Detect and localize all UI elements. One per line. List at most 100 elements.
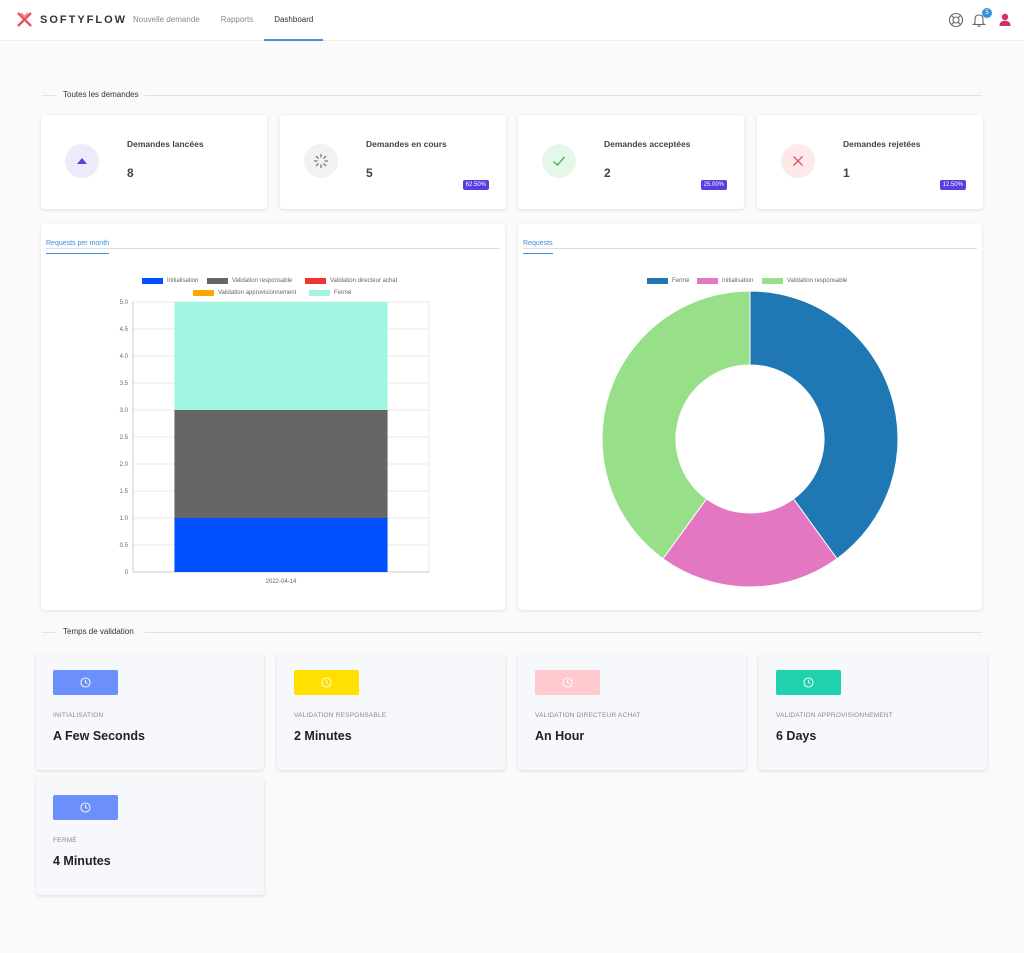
y-tick-label: 0.5 [120, 543, 129, 549]
requests-section-header: Toutes les demandes [42, 89, 982, 101]
percentage-badge: 62.50% [462, 180, 489, 190]
donut-slice[interactable] [662, 498, 838, 588]
legend-swatch [762, 278, 783, 284]
y-tick-label: 2.0 [120, 462, 129, 468]
validation-label: VALIDATION DIRECTEUR ACHAT [535, 712, 641, 719]
stat-value: 5 [366, 166, 373, 180]
y-tick-label: 3.5 [120, 381, 129, 387]
y-tick-label: 5.0 [120, 300, 129, 306]
validation-duration: 4 Minutes [53, 854, 111, 868]
legend-swatch [142, 278, 163, 284]
validation-chip [776, 670, 841, 695]
legend-label: Validation responsable [787, 278, 848, 284]
stat-label: Demandes acceptées [604, 139, 691, 149]
notification-badge: 5 [982, 8, 992, 18]
legend-swatch [647, 278, 668, 284]
donut-slice[interactable] [749, 290, 899, 560]
tab-requests-per-month[interactable]: Requests per month [46, 237, 110, 254]
legend-item[interactable]: Validation responsable [762, 278, 847, 284]
validation-duration: 6 Days [776, 729, 817, 743]
y-tick-label: 4.0 [120, 354, 129, 360]
validation-chip [53, 670, 118, 695]
bar-chart: 5.0 4.5 4.0 3.5 3.0 2.5 2.0 1.5 1.0 0.5 0 2022-04-1… [120, 300, 430, 585]
legend-swatch [193, 290, 214, 296]
clock-icon [803, 677, 814, 688]
clock-icon [80, 802, 91, 813]
stat-label: Demandes en cours [366, 139, 447, 149]
validation-chip [53, 795, 118, 820]
support-icon[interactable] [948, 12, 964, 28]
tab-requests[interactable]: Requests [523, 237, 553, 254]
panel-tabs: Requests per month [46, 232, 500, 254]
y-tick-label: 0 [125, 570, 129, 576]
legend-item[interactable]: Initialisation [697, 278, 753, 284]
validation-chip [294, 670, 359, 695]
validation-duration: A Few Seconds [53, 729, 145, 743]
brand-name: SOFTYFLOW [40, 13, 128, 26]
stat-value: 8 [127, 166, 134, 180]
user-icon[interactable] [997, 12, 1013, 28]
bell-icon[interactable] [971, 12, 987, 28]
legend-label: Initialisation [722, 278, 754, 284]
stat-icon-wrap [542, 144, 576, 178]
clock-icon [80, 677, 91, 688]
stat-card-in-progress: Demandes en cours 5 62.50% [280, 115, 506, 209]
validation-duration: 2 Minutes [294, 729, 352, 743]
y-tick-label: 4.5 [120, 327, 129, 333]
validation-card-responsable: VALIDATION RESPONSABLE 2 Minutes [277, 653, 505, 770]
validation-duration: An Hour [535, 729, 585, 743]
stat-value: 1 [843, 166, 850, 180]
validation-label: VALIDATION APPROVISIONNEMENT [776, 712, 893, 719]
legend-item[interactable]: Fermé [309, 290, 351, 296]
y-tick-label: 1.0 [120, 516, 129, 522]
legend-item[interactable]: Initialisation [142, 278, 198, 284]
pie-chart-panel: Requests Fermé Initialisation Validation… [518, 224, 982, 610]
stat-icon-wrap [65, 144, 99, 178]
bar-segment[interactable] [174, 410, 388, 518]
donut-chart [601, 290, 899, 588]
legend-label: Validation responsable [232, 278, 293, 284]
nav-nouvelle-demande[interactable]: Nouvelle demande [133, 15, 200, 24]
stat-card-accepted: Demandes acceptées 2 25.00% [518, 115, 744, 209]
nav-dashboard[interactable]: Dashboard [264, 0, 324, 41]
legend-label: Initialisation [167, 278, 199, 284]
legend-item[interactable]: Validation directeur achat [305, 278, 397, 284]
validation-card-directeur-achat: VALIDATION DIRECTEUR ACHAT An Hour [518, 653, 746, 770]
y-tick-label: 3.0 [120, 408, 129, 414]
cross-icon [793, 156, 803, 166]
stat-icon-wrap [781, 144, 815, 178]
clock-icon [321, 677, 332, 688]
validation-label: VALIDATION RESPONSABLE [294, 712, 387, 719]
legend-item[interactable]: Validation responsable [207, 278, 292, 284]
validation-label: INITIALISATION [53, 712, 104, 719]
triangle-up-icon [77, 158, 87, 164]
legend-label: Fermé [672, 278, 690, 284]
spinner-icon [313, 153, 329, 169]
legend-swatch [697, 278, 718, 284]
validation-card-ferme: FERMÉ 4 Minutes [36, 778, 264, 895]
section-title: Temps de validation [63, 627, 134, 636]
stat-icon-wrap [304, 144, 338, 178]
section-title: Toutes les demandes [63, 90, 139, 99]
brand[interactable]: SOFTYFLOW [16, 11, 127, 28]
legend-label: Validation approvisionnement [218, 290, 297, 296]
nav-rapports[interactable]: Rapports [220, 15, 254, 24]
check-icon [553, 156, 566, 166]
main-nav: Nouvelle demande Rapports Dashboard [123, 0, 324, 41]
bar-segment[interactable] [174, 302, 388, 410]
legend-item[interactable]: Fermé [647, 278, 689, 284]
donut-slice[interactable] [601, 290, 751, 560]
stat-value: 2 [604, 166, 611, 180]
validation-card-approvisionnement: VALIDATION APPROVISIONNEMENT 6 Days [759, 653, 987, 770]
validation-section-header: Temps de validation [42, 626, 982, 638]
legend-label: Fermé [334, 290, 352, 296]
percentage-badge: 25.00% [700, 180, 727, 190]
legend-item[interactable]: Validation approvisionnement [193, 290, 296, 296]
stat-card-rejected: Demandes rejetées 1 12.50% [757, 115, 983, 209]
softyflow-logo-icon [17, 12, 32, 27]
validation-chip [535, 670, 600, 695]
y-tick-label: 1.5 [120, 489, 129, 495]
bar-segment[interactable] [174, 518, 388, 572]
validation-card-initialisation: INITIALISATION A Few Seconds [36, 653, 264, 770]
clock-icon [562, 677, 573, 688]
